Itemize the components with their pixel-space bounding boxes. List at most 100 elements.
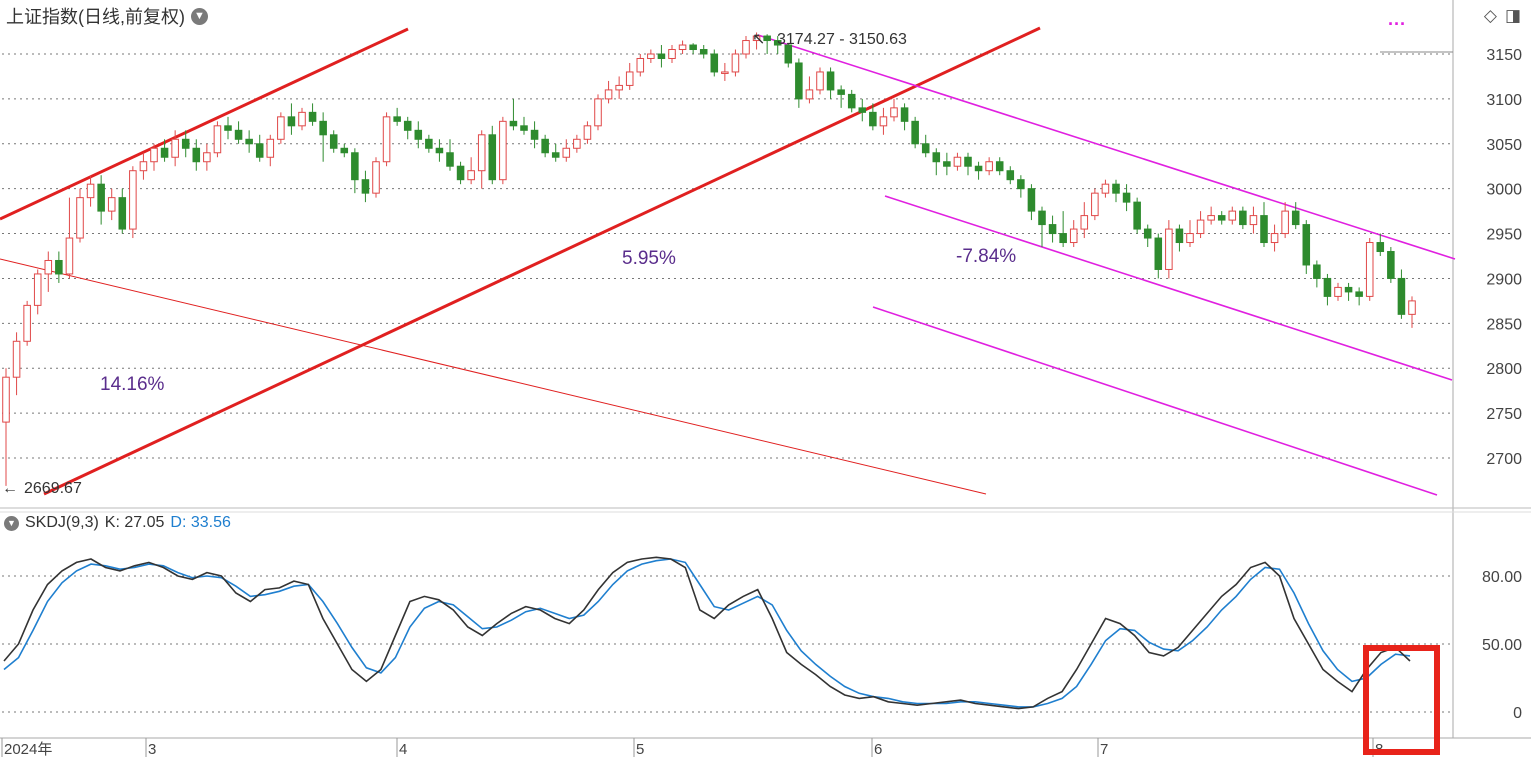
highlight-box [1363,645,1440,755]
candle-body [1196,219,1205,235]
indicator-gridlines [2,575,1452,713]
price-tick-label: 2850 [1486,316,1522,333]
candle-body [1291,210,1300,226]
high-arrow-icon: ↖ [752,31,765,48]
candle-body [329,134,338,149]
candle-body [657,53,666,59]
candle-body [245,138,253,145]
diamond-icon[interactable]: ◇ [1483,6,1497,25]
candle-body [763,35,771,42]
candle-body [583,125,592,140]
candle-body [129,170,137,230]
candle-body [76,197,84,239]
candle-body [1334,286,1342,297]
annotations: 3174.27 - 3150.63 2669.67 14.16% 5.95% -7.84… [2,31,1440,755]
candle-body [562,147,571,158]
candlesticks[interactable] [2,32,1416,486]
candle-body [573,138,581,149]
candle-body [171,138,179,158]
price-tick-label: 2800 [1486,361,1522,378]
candle-body [689,44,697,51]
month-label: 5 [636,741,644,758]
trend-line [872,306,1438,496]
candle-body [1249,215,1258,226]
candle-body [974,165,983,172]
candle-body [403,120,412,131]
candle-body [1027,188,1036,212]
candle-body [382,116,391,163]
chevron-down-icon[interactable]: ▼ [4,515,19,531]
candle-body [1112,183,1120,194]
skdj-d-line [3,558,1411,708]
candle-body [393,116,401,122]
candle-body [847,93,856,109]
candle-body [414,129,423,140]
panel-toggle-icon[interactable]: ◨ [1504,6,1521,25]
candle-body [55,259,63,275]
candle-body [65,237,74,275]
indicator-tick-label: 50.00 [1482,637,1522,654]
candle-body [33,273,42,306]
trend-line [0,27,409,221]
candle-body [721,71,729,74]
price-tick-label: 3100 [1486,92,1522,109]
candle-body [372,161,380,194]
candle-body [1302,224,1311,266]
candle-body [509,120,518,127]
candle-body [1376,242,1385,253]
candle-body [435,147,444,154]
candle-body [1006,170,1015,181]
candle-body [1048,224,1057,235]
candle-body [647,53,655,59]
candle-body [234,129,243,140]
candle-body [1080,215,1089,230]
candle-body [150,147,158,163]
toolbar: ◇ ◨ [1484,6,1521,26]
annotation-pct-change: -7.84% [956,246,1016,267]
candle-body [97,183,105,212]
candle-body [1355,291,1363,297]
candle-body [107,197,116,212]
candle-body [319,120,327,136]
candle-body [1344,286,1353,293]
candle-body [44,259,53,275]
candle-body [816,71,824,91]
candle-body [921,143,930,154]
candle-body [636,57,645,73]
candle-body [192,147,201,163]
chart-title: 上证指数(日线,前复权) [6,7,185,27]
candle-body [879,116,888,127]
price-tick-label: 3050 [1486,137,1522,154]
chevron-down-icon[interactable]: ▼ [191,7,208,25]
trend-line [757,34,1456,260]
candle-body [425,138,433,149]
candle-body [1175,228,1184,244]
candle-body [23,304,31,342]
trend-line [884,195,1453,381]
candle-body [1038,210,1046,226]
candle-body [805,89,814,100]
candle-body [1228,210,1237,221]
annotation-pct-change: 5.95% [622,248,676,269]
candle-body [890,107,898,118]
candle-body [213,125,222,154]
candle-body [203,152,211,163]
candle-body [594,98,602,127]
candle-body [160,147,169,158]
price-tick-label: 2950 [1486,227,1522,244]
indicator-name: SKDJ(9,3) [25,514,99,531]
candle-body [1133,201,1141,230]
indicator-k-value: K: 27.05 [104,514,165,531]
month-label: 7 [1100,741,1108,758]
candle-body [1270,233,1279,244]
candle-body [604,89,613,100]
candle-body [277,116,285,140]
y-axis-labels: 3150 3100 3050 3000 2950 2900 2850 2800 2750 2700… [1482,47,1522,722]
candle-body [287,116,296,127]
candle-body [826,71,835,91]
candle-body [488,134,497,181]
candle-body [530,129,539,140]
candle-body [1143,228,1152,239]
candle-body [351,152,359,181]
